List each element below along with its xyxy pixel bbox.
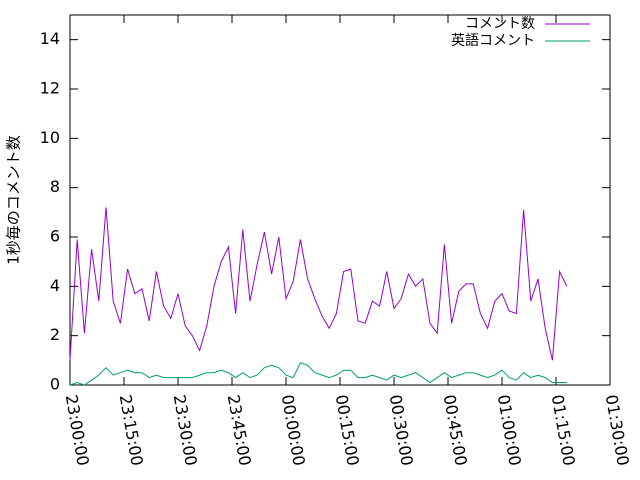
x-tick-label: 23:30:00 bbox=[170, 393, 201, 467]
x-tick-label: 01:00:00 bbox=[494, 393, 525, 467]
x-tick-label: 01:30:00 bbox=[602, 393, 633, 467]
data-line bbox=[69, 362, 567, 386]
plot-frame bbox=[69, 14, 611, 386]
y-tick-label: 12 bbox=[40, 79, 60, 98]
y-tick-label: 2 bbox=[50, 325, 60, 344]
x-tick-label: 00:15:00 bbox=[332, 393, 363, 467]
y-tick-label: 8 bbox=[50, 177, 60, 196]
data-line bbox=[69, 207, 568, 361]
x-tick-label: 00:45:00 bbox=[440, 393, 471, 467]
y-tick-label: 14 bbox=[40, 29, 60, 48]
y-tick-label: 6 bbox=[50, 227, 60, 246]
x-tick-label: 23:45:00 bbox=[224, 393, 255, 467]
legend-label: 英語コメント bbox=[451, 32, 535, 49]
y-tick-label: 10 bbox=[40, 128, 60, 147]
x-tick-label: 23:00:00 bbox=[62, 393, 93, 467]
y-tick-label: 0 bbox=[50, 375, 60, 394]
x-tick-label: 00:30:00 bbox=[386, 393, 417, 467]
y-tick-label: 4 bbox=[50, 276, 60, 295]
x-tick-label: 23:15:00 bbox=[116, 393, 147, 467]
x-tick-label: 01:15:00 bbox=[548, 393, 579, 467]
x-tick-label: 00:00:00 bbox=[278, 393, 309, 467]
legend-label: コメント数 bbox=[465, 16, 535, 32]
y-axis-label: 1秒毎のコメント数 bbox=[5, 135, 23, 265]
